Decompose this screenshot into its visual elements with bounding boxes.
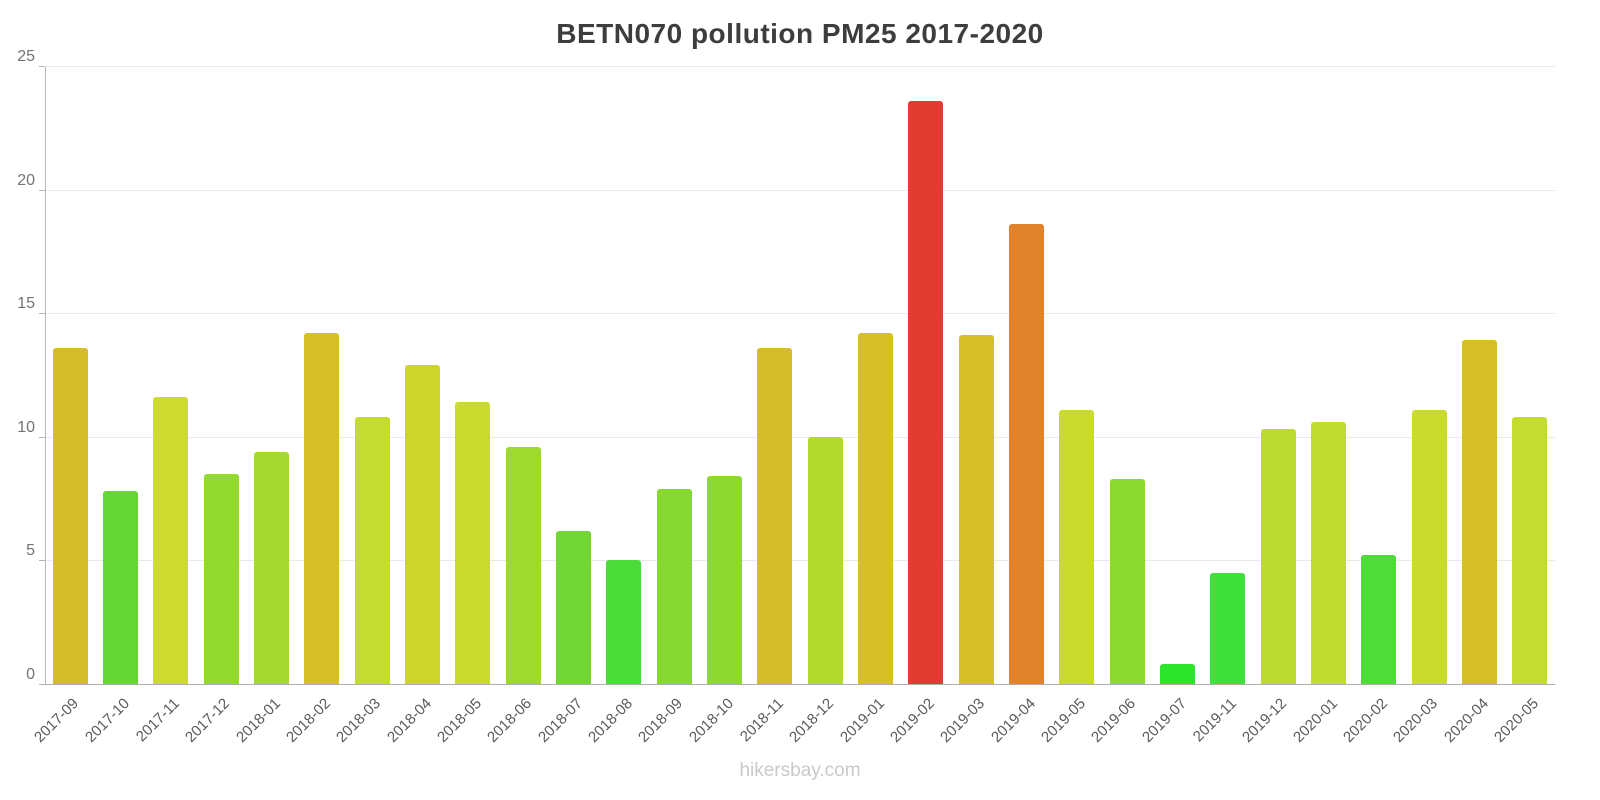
y-axis-tick	[39, 560, 45, 562]
bar-2020-05[interactable]	[1512, 417, 1548, 684]
chart-title: BETN070 pollution PM25 2017-2020	[556, 18, 1044, 49]
y-tick-label: 20	[17, 171, 35, 189]
y-tick-label: 15	[17, 295, 35, 313]
gridline	[46, 313, 1555, 315]
gridline	[46, 560, 1555, 562]
y-tick-label: 25	[17, 48, 35, 65]
bar-2020-03[interactable]	[1411, 409, 1447, 684]
y-axis-tick	[39, 436, 45, 438]
bar-2017-10[interactable]	[103, 491, 138, 684]
bar-2017-11[interactable]	[153, 397, 189, 684]
bar-2018-01[interactable]	[254, 451, 289, 684]
y-tick-label: 0	[26, 666, 35, 683]
bar-2018-04[interactable]	[405, 365, 440, 684]
bar-2018-08[interactable]	[606, 560, 642, 684]
bar-2018-07[interactable]	[556, 530, 591, 684]
bar-2019-01[interactable]	[858, 332, 893, 684]
gridline	[46, 66, 1555, 67]
bar-2018-05[interactable]	[455, 402, 491, 684]
bar-2019-12[interactable]	[1260, 429, 1296, 684]
bar-2018-09[interactable]	[656, 488, 692, 684]
bar-2020-02[interactable]	[1361, 555, 1397, 684]
y-axis-tick	[39, 684, 45, 685]
watermark: hikersbay.com	[739, 760, 861, 781]
y-tick-label: 5	[26, 542, 35, 560]
bar-2019-07[interactable]	[1160, 664, 1195, 684]
y-axis-tick	[39, 189, 45, 191]
bar-2018-10[interactable]	[707, 476, 742, 684]
bar-2020-04[interactable]	[1462, 340, 1497, 684]
bar-2019-04[interactable]	[1009, 224, 1044, 684]
bar-2019-06[interactable]	[1109, 478, 1145, 684]
y-tick-label: 10	[17, 418, 35, 436]
bar-2020-01[interactable]	[1311, 421, 1346, 684]
bar-2019-03[interactable]	[958, 335, 994, 684]
bar-2017-09[interactable]	[52, 347, 88, 684]
bar-2018-11[interactable]	[757, 347, 793, 684]
bar-2018-06[interactable]	[505, 446, 541, 684]
bar-2018-03[interactable]	[354, 417, 390, 684]
x-axis-line	[45, 684, 1555, 685]
bar-2018-02[interactable]	[304, 332, 340, 684]
gridline	[46, 189, 1555, 191]
gridline	[46, 436, 1555, 438]
y-axis-line	[45, 67, 46, 685]
bar-2018-12[interactable]	[807, 436, 843, 684]
y-axis-tick	[39, 313, 45, 315]
bar-2019-05[interactable]	[1059, 409, 1095, 684]
bar-2017-12[interactable]	[203, 473, 239, 684]
plot-area: 0 5 10 15 20 25 2017-09 2017-10 2017-11 2017-12 2…	[17, 48, 1555, 746]
bar-2019-11[interactable]	[1210, 572, 1246, 684]
bar-2019-02[interactable]	[908, 100, 944, 684]
y-axis-tick	[39, 66, 45, 67]
